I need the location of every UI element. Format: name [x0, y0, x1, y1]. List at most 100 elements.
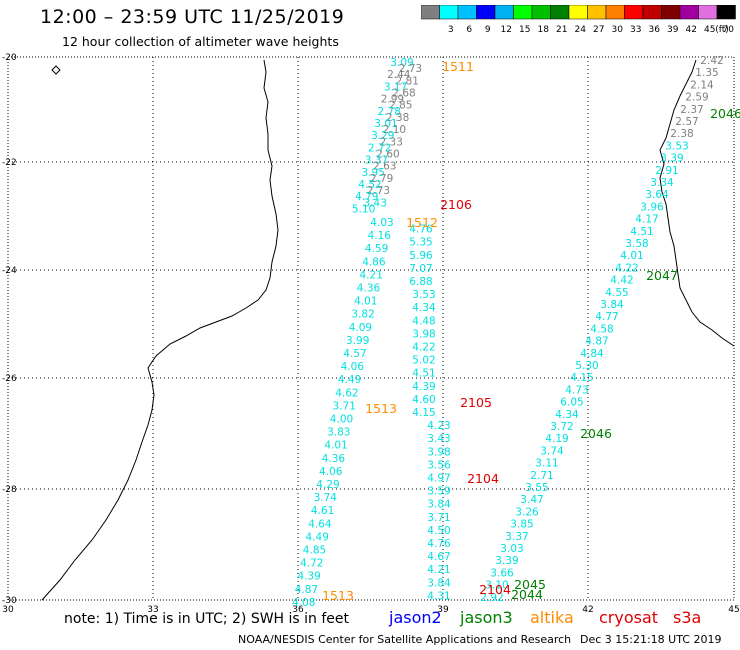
wave-height-value: 2.44 — [387, 69, 411, 81]
wave-height-value: 4.55 — [605, 287, 628, 299]
pass-label: 2104 — [479, 582, 511, 597]
wave-height-value: 3.56 — [427, 459, 451, 471]
wave-height-value: 4.67 — [427, 551, 450, 563]
scale-swatch — [716, 5, 736, 20]
wave-height-value: 4.15 — [570, 372, 593, 384]
wave-height-value: 3.37 — [365, 155, 388, 167]
wave-height-value: 2.91 — [655, 165, 678, 177]
color-scale-legend: 3 6 9 12 15 18 21 24 27 30 33 36 39 42 45 70(ft) — [421, 5, 736, 35]
wave-height-value: 2.60 — [376, 149, 399, 161]
scale-swatch — [642, 5, 662, 20]
wave-height-value: 3.26 — [515, 506, 539, 518]
wave-height-value: 4.39 — [412, 381, 435, 393]
wave-height-value: 4.03 — [370, 217, 393, 229]
wave-height-value: 2.14 — [690, 79, 714, 91]
page-title: 12:00 – 23:59 UTC 11/25/2019 — [40, 6, 345, 28]
lat-tick-label: -20 — [2, 53, 17, 63]
wave-height-value: 2.59 — [685, 92, 708, 104]
scale-swatch — [531, 5, 551, 20]
wave-height-value: 7.07 — [409, 263, 432, 275]
scale-unit: (ft) — [715, 25, 729, 35]
wave-height-value: 4.73 — [565, 384, 588, 396]
wave-height-value: 3.84 — [600, 299, 624, 311]
lat-tick-label: -24 — [2, 266, 17, 276]
wave-height-value: 2.99 — [381, 94, 404, 106]
scale-swatch — [439, 5, 459, 20]
wave-height-value: 3.83 — [327, 427, 350, 439]
scale-swatch — [421, 5, 440, 20]
wave-height-value: 2.38 — [386, 112, 409, 124]
lat-tick-label: -28 — [2, 485, 17, 495]
wave-height-value: 3.09 — [390, 57, 413, 69]
wave-height-value: 2.78 — [378, 106, 401, 118]
wave-height-value: 3.34 — [650, 177, 674, 189]
wave-height-value: 2.63 — [373, 161, 396, 173]
wave-height-value: 3.71 — [333, 400, 356, 412]
wave-height-value: 5.35 — [409, 237, 432, 249]
wave-height-value: 3.17 — [384, 81, 407, 93]
lat-tick-label: -26 — [2, 374, 17, 384]
wave-height-value: 4.31 — [427, 590, 450, 602]
wave-height-value: 6.88 — [409, 276, 432, 288]
wave-height-value: 4.64 — [308, 518, 332, 530]
lon-tick-label: 45 — [728, 605, 739, 615]
wave-height-value: 4.72 — [300, 558, 323, 570]
wave-height-value: 3.95 — [362, 167, 385, 179]
wave-height-value: 4.76 — [427, 538, 451, 550]
wave-height-value: 2.42 — [700, 55, 723, 67]
scale-label: 6 — [466, 25, 472, 35]
wave-height-value: 5.30 — [575, 360, 598, 372]
wave-height-value: 2.37 — [680, 104, 703, 116]
pass-label: 2104 — [467, 471, 499, 486]
wave-height-value: 4.17 — [635, 214, 658, 226]
scale-label: 21 — [556, 25, 567, 35]
wave-height-value: 4.15 — [412, 407, 435, 419]
wave-height-value: 2.71 — [530, 470, 553, 482]
pass-label: 2045 — [514, 577, 546, 592]
wave-height-value: 5.02 — [412, 355, 435, 367]
wave-height-value: 3.85 — [510, 519, 533, 531]
wave-height-value: 4.01 — [354, 296, 377, 308]
wave-height-value: 3.84 — [427, 499, 451, 511]
scale-swatch — [661, 5, 681, 20]
island-outline — [51, 65, 61, 75]
wave-height-value: 3.99 — [346, 335, 369, 347]
graticule: 30 33 36 39 42 45 -20 -22 -24 -26 -28 -30 — [2, 53, 740, 615]
wave-height-value: 2.92 — [480, 592, 503, 604]
pass-label: 2046 — [580, 426, 612, 441]
lat-tick-label: -30 — [2, 596, 17, 606]
pass-label: 2047 — [646, 268, 678, 283]
scale-label: 33 — [630, 25, 641, 35]
wave-height-value: 4.49 — [306, 531, 329, 543]
scale-label: 45 — [704, 25, 715, 35]
scale-swatch — [476, 5, 496, 20]
wave-height-value: 2.68 — [392, 88, 415, 100]
wave-height-value: 3.96 — [640, 201, 664, 213]
wave-height-value: 3.98 — [412, 328, 435, 340]
scale-swatch — [698, 5, 718, 20]
scale-label: 70 — [723, 25, 735, 35]
coastline — [41, 59, 735, 601]
scale-label: 12 — [501, 25, 512, 35]
wave-height-value: 2.57 — [675, 116, 698, 128]
wave-height-value: 4.86 — [362, 256, 386, 268]
scale-label: 27 — [593, 25, 604, 35]
lon-tick-label: 39 — [437, 605, 449, 615]
wave-height-value: 4.08 — [292, 597, 315, 609]
wave-height-value: 1.35 — [695, 67, 718, 79]
africa-coastline — [41, 59, 279, 601]
scale-label: 24 — [575, 25, 587, 35]
pass-label: 2105 — [460, 395, 492, 410]
wave-height-value: 4.22 — [412, 341, 435, 353]
wave-height-value: 4.52 — [358, 179, 381, 191]
scale-label: 15 — [519, 25, 530, 35]
wave-height-value: 3.39 — [660, 153, 683, 165]
satellite-label-altika: altika — [530, 608, 574, 627]
scale-swatch — [513, 5, 533, 20]
wave-height-value: 4.87 — [585, 336, 608, 348]
pass-label: 1513 — [322, 588, 354, 603]
map-frame — [7, 56, 735, 601]
wave-height-value: 4.19 — [545, 433, 568, 445]
